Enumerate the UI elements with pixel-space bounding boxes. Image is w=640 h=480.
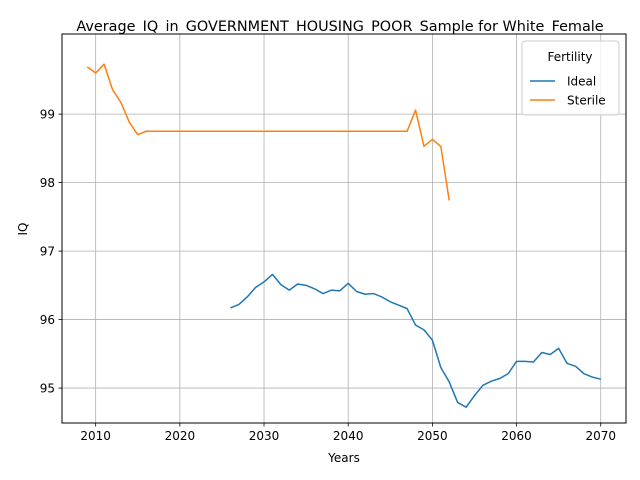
x-tick-label: 2040 — [333, 429, 364, 443]
x-axis-ticks: 2010 2020 2030 2040 2050 2060 2070 — [80, 423, 616, 443]
series-line-ideal — [230, 273, 601, 408]
y-axis-label: IQ — [16, 223, 30, 236]
x-tick-label: 2070 — [585, 429, 616, 443]
series-line-sterile — [86, 63, 450, 201]
x-axis-label: Years — [327, 451, 360, 465]
y-tick-label: 97 — [40, 245, 55, 259]
legend: Fertility Ideal Sterile — [521, 40, 620, 116]
y-axis-ticks: 95 96 97 98 99 — [40, 108, 62, 396]
x-tick-label: 2060 — [501, 429, 532, 443]
plot-frame — [61, 33, 627, 424]
y-tick-label: 96 — [40, 313, 55, 327]
y-tick-label: 95 — [40, 382, 55, 396]
y-tick-label: 98 — [40, 176, 55, 190]
legend-label-sterile: Sterile — [567, 94, 606, 108]
x-tick-label: 2020 — [165, 429, 196, 443]
y-tick-label: 99 — [40, 108, 55, 122]
x-tick-label: 2010 — [80, 429, 111, 443]
legend-label-ideal: Ideal — [567, 75, 596, 89]
series-layer — [86, 63, 601, 408]
x-tick-label: 2050 — [417, 429, 448, 443]
legend-box — [521, 40, 620, 116]
legend-items: Ideal Sterile — [530, 75, 606, 108]
legend-title: Fertility — [547, 50, 592, 64]
grid-lines — [62, 34, 626, 423]
x-tick-label: 2030 — [249, 429, 280, 443]
chart-title: Average_IQ_in_GOVERNMENT_HOUSING_POOR_Sa… — [76, 19, 603, 35]
